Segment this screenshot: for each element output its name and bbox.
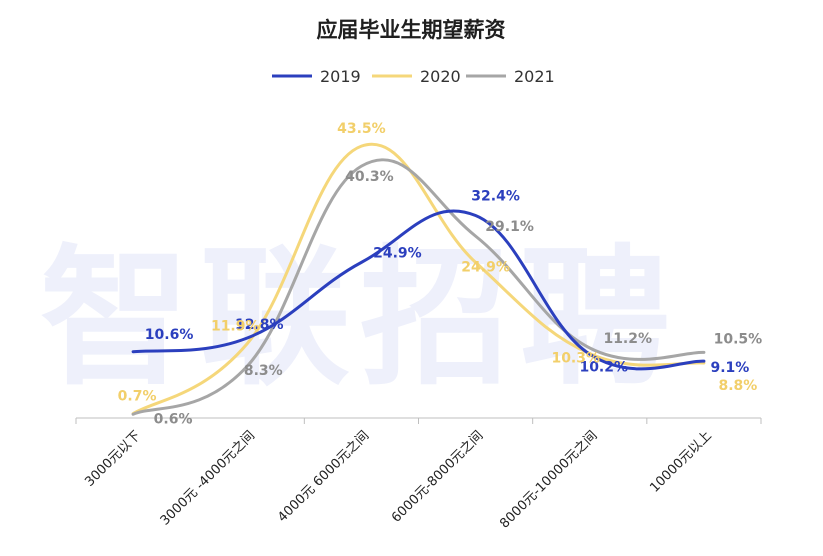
series-line-2019 xyxy=(131,209,706,371)
x-tick-label: 4000元 6000元之间 xyxy=(275,428,372,525)
data-label: 10.2% xyxy=(579,359,628,375)
data-label: 11.2% xyxy=(603,331,652,347)
x-tick-label: 10000元以上 xyxy=(647,428,714,495)
chart-title: 应届毕业生期望薪资 xyxy=(317,18,506,42)
x-axis: 3000元以下 3000元 -4000元之间 4000元 6000元之间 6000元-… xyxy=(75,417,762,532)
data-label: 24.9% xyxy=(461,259,510,275)
data-label: 0.7% xyxy=(118,389,157,405)
series-layer xyxy=(131,142,706,416)
x-tick-label: 6000元-8000元之间 xyxy=(389,428,486,525)
legend: 2019 2020 2021 xyxy=(272,67,555,86)
legend-label: 2020 xyxy=(420,67,461,86)
watermark: 智联招聘 xyxy=(40,232,680,406)
data-label: 8.3% xyxy=(244,363,283,379)
x-tick-label: 3000元 -4000元之间 xyxy=(158,428,258,528)
data-label: 43.5% xyxy=(337,121,386,137)
data-label: 29.1% xyxy=(485,219,534,235)
data-label: 0.6% xyxy=(154,411,193,427)
series-line-2021 xyxy=(131,158,706,416)
legend-label: 2021 xyxy=(514,67,555,86)
data-label: 40.3% xyxy=(345,169,394,185)
data-label: 10.6% xyxy=(145,327,194,343)
data-labels: 10.6% 12.8% 24.9% 32.4% 10.2% 9.1% 0.7% 11.9% 43… xyxy=(118,121,763,427)
data-label: 12.8% xyxy=(235,317,284,333)
data-label: 32.4% xyxy=(471,189,520,205)
data-label: 8.8% xyxy=(719,378,758,394)
legend-label: 2019 xyxy=(320,67,361,86)
x-tick-label: 8000元-10000元之间 xyxy=(497,428,600,531)
data-label: 11.9% xyxy=(211,319,260,335)
data-label: 24.9% xyxy=(373,245,422,261)
data-label: 10.5% xyxy=(714,331,763,347)
data-label: 9.1% xyxy=(711,360,750,376)
x-tick-label: 3000元以下 xyxy=(82,428,144,490)
data-label: 10.3% xyxy=(551,351,600,367)
